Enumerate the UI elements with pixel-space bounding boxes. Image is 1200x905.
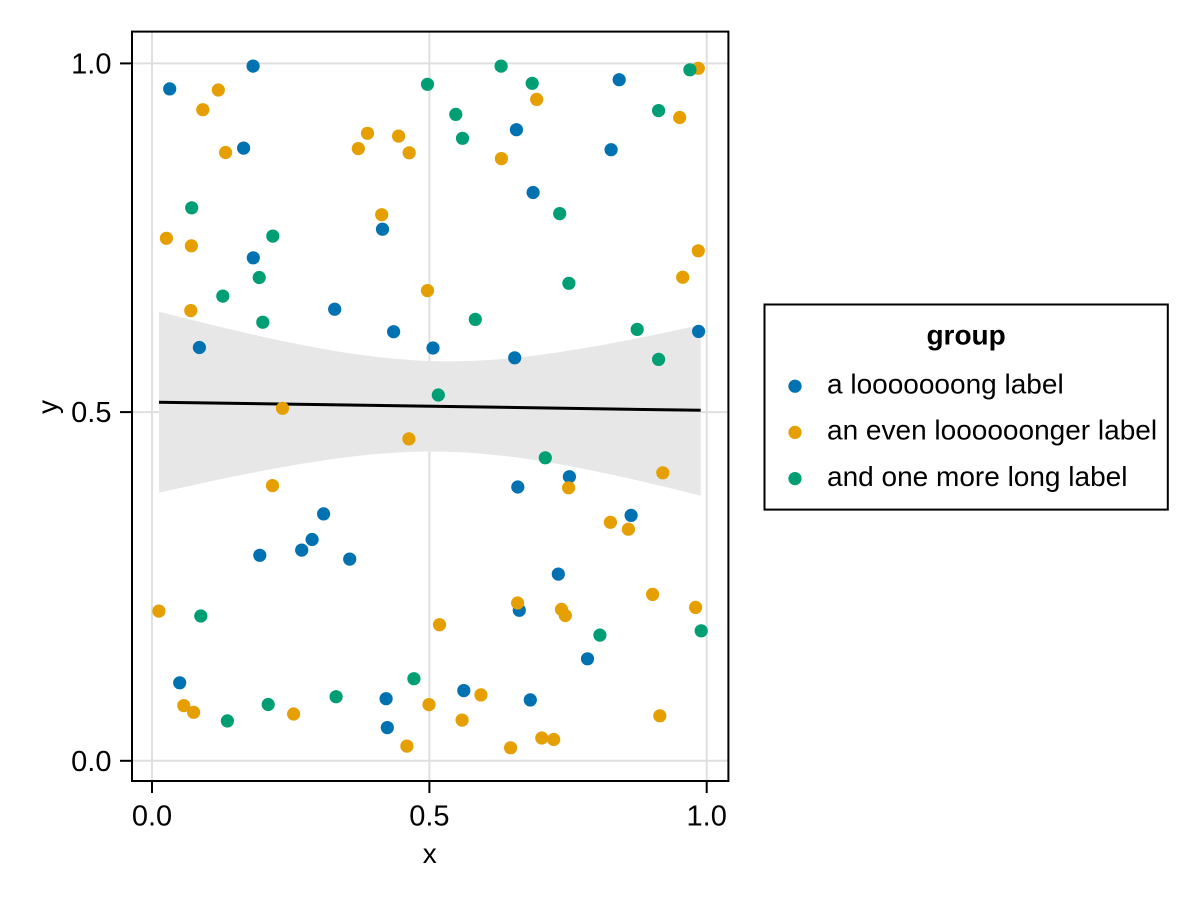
svg-text:1.0: 1.0: [71, 48, 111, 80]
svg-text:0.5: 0.5: [71, 397, 111, 429]
svg-text:1.0: 1.0: [687, 801, 727, 833]
svg-text:a looooooong label: a looooooong label: [827, 369, 1064, 400]
svg-text:0.0: 0.0: [132, 801, 172, 833]
svg-text:0.5: 0.5: [409, 801, 449, 833]
svg-text:x: x: [423, 838, 437, 869]
svg-text:an even loooooonger label: an even loooooonger label: [827, 415, 1157, 446]
svg-text:and one more long label: and one more long label: [827, 461, 1127, 492]
svg-text:y: y: [32, 400, 63, 414]
svg-text:0.0: 0.0: [71, 746, 111, 778]
svg-text:group: group: [926, 319, 1005, 350]
